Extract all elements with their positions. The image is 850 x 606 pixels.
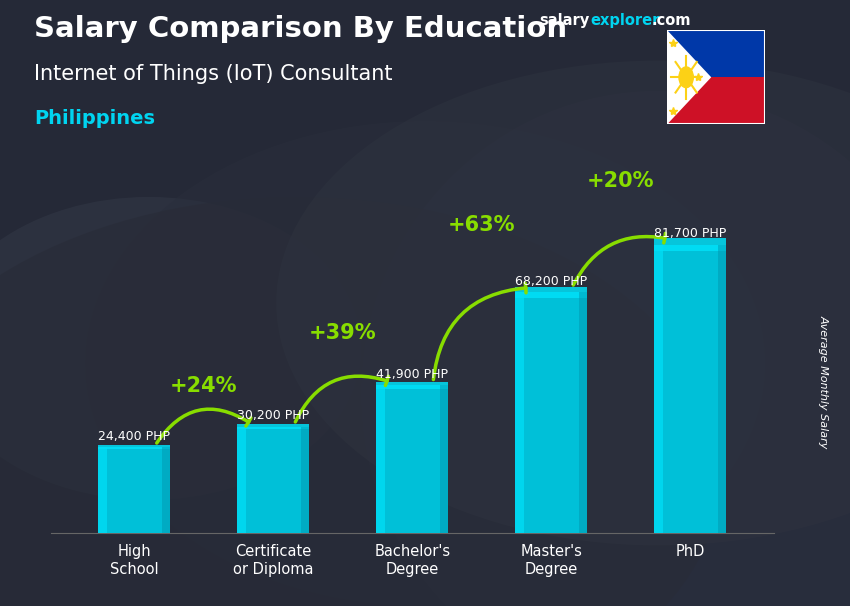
Text: +24%: +24% [170, 376, 238, 396]
Text: Average Monthly Salary: Average Monthly Salary [819, 315, 829, 448]
Ellipse shape [0, 197, 361, 500]
Bar [667, 77, 765, 124]
Ellipse shape [0, 197, 722, 606]
Bar [717, 245, 726, 533]
Text: 68,200 PHP: 68,200 PHP [515, 275, 587, 288]
Ellipse shape [276, 61, 850, 545]
Bar [667, 30, 765, 77]
Bar [237, 427, 309, 533]
Bar [237, 427, 246, 533]
Bar [301, 427, 309, 533]
Bar [654, 238, 726, 251]
Text: .com: .com [651, 13, 690, 28]
Text: 24,400 PHP: 24,400 PHP [99, 430, 170, 443]
Bar [376, 385, 385, 533]
Text: 81,700 PHP: 81,700 PHP [654, 227, 726, 241]
Bar [654, 245, 663, 533]
Ellipse shape [361, 91, 850, 606]
Bar [515, 287, 587, 298]
Bar [579, 292, 587, 533]
Bar [99, 447, 171, 533]
Bar [237, 424, 309, 429]
Text: +63%: +63% [448, 215, 515, 235]
Text: Philippines: Philippines [34, 109, 155, 128]
Bar [439, 385, 449, 533]
Ellipse shape [85, 121, 765, 606]
Circle shape [679, 67, 694, 88]
Text: 30,200 PHP: 30,200 PHP [237, 409, 309, 422]
Text: +20%: +20% [586, 171, 654, 191]
Bar [99, 445, 171, 449]
Text: Internet of Things (IoT) Consultant: Internet of Things (IoT) Consultant [34, 64, 393, 84]
Text: 41,900 PHP: 41,900 PHP [377, 368, 448, 381]
Text: +39%: +39% [309, 324, 377, 344]
Polygon shape [667, 30, 711, 124]
Text: Salary Comparison By Education: Salary Comparison By Education [34, 15, 567, 43]
Text: explorer: explorer [591, 13, 660, 28]
Bar [376, 382, 449, 388]
Bar [99, 447, 107, 533]
Bar [515, 292, 587, 533]
Bar [162, 447, 171, 533]
Bar [376, 385, 449, 533]
Bar [654, 245, 726, 533]
Bar [515, 292, 524, 533]
Text: salary: salary [540, 13, 590, 28]
